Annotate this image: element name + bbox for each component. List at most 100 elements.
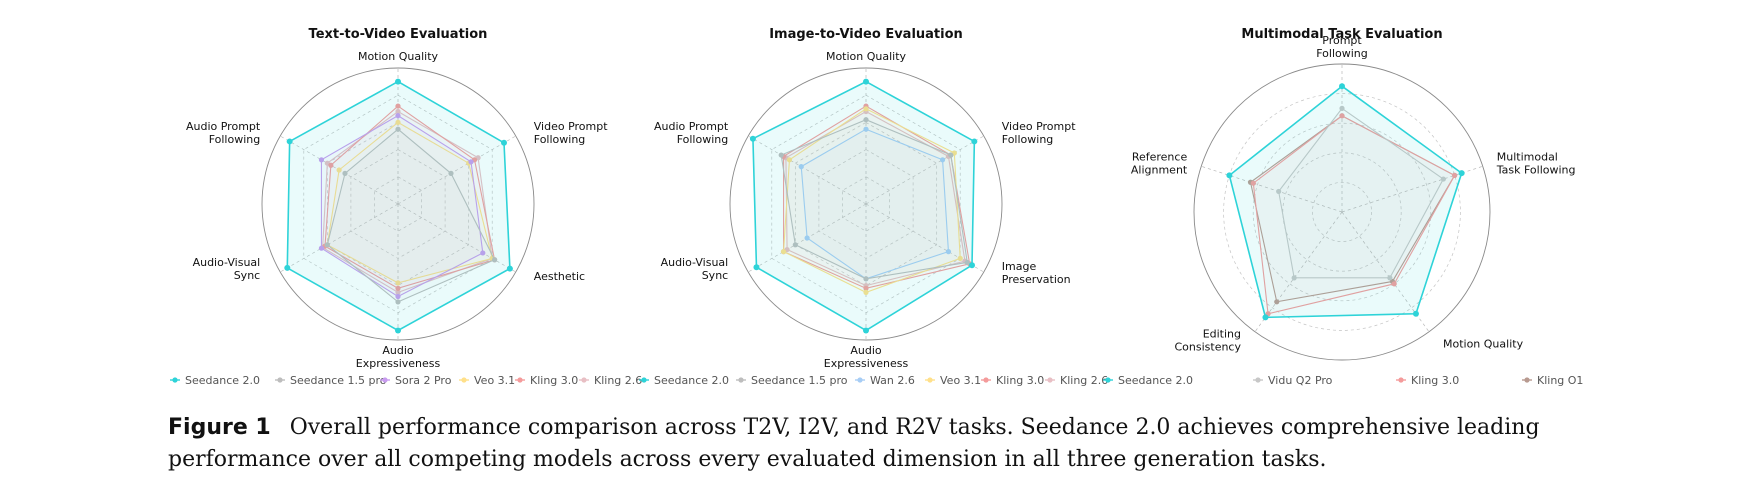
legend-label: Kling 2.6 bbox=[1060, 374, 1108, 387]
data-point bbox=[1391, 281, 1397, 287]
grid-spoke bbox=[865, 203, 984, 273]
series-seedance-2-0 bbox=[1226, 83, 1465, 321]
legend-label: Vidu Q2 Pro bbox=[1268, 374, 1333, 387]
legend-label: Seedance 2.0 bbox=[1118, 374, 1193, 387]
legend-item-kling-3-0: Kling 3.0 bbox=[515, 374, 578, 387]
data-point bbox=[1440, 176, 1446, 182]
legend-marker bbox=[1398, 377, 1404, 383]
legend-label: Seedance 1.5 pro bbox=[751, 374, 848, 387]
figure-caption: Figure 1 Overall performance comparison … bbox=[168, 412, 1588, 476]
data-point bbox=[1339, 105, 1345, 111]
radar-outer-circle bbox=[1193, 63, 1491, 361]
series-seedance-2-0 bbox=[284, 78, 513, 334]
data-point bbox=[395, 327, 401, 334]
data-point bbox=[778, 152, 784, 158]
chart-title: Image-to-Video Evaluation bbox=[769, 27, 963, 42]
legend-label: Seedance 1.5 pro bbox=[290, 374, 387, 387]
axis-label-multimodal-task-following: Multimodal Task Following bbox=[1496, 150, 1576, 176]
data-point bbox=[284, 264, 291, 271]
radar-outer-circle bbox=[729, 67, 1003, 341]
axis-label-reference-alignment: Reference Alignment bbox=[1131, 150, 1188, 176]
data-point bbox=[395, 119, 401, 125]
legend-marker bbox=[1524, 377, 1530, 383]
data-point bbox=[1274, 299, 1280, 305]
legend-marker bbox=[1105, 377, 1111, 383]
legend-item-kling-3-0: Kling 3.0 bbox=[1396, 374, 1459, 387]
legend-label: Kling 3.0 bbox=[996, 374, 1044, 387]
radar-chart-2: Image-to-Video Evaluation Motion Quality V… bbox=[639, 27, 1108, 387]
legend-marker bbox=[277, 377, 283, 383]
legend-label: Seedance 2.0 bbox=[185, 374, 260, 387]
data-point bbox=[749, 135, 756, 142]
data-point bbox=[501, 139, 508, 146]
legend-label: Kling 3.0 bbox=[1411, 374, 1459, 387]
legend: Seedance 2.0 Vidu Q2 Pro Kling 3.0 Kling O1 bbox=[1103, 374, 1583, 387]
data-point bbox=[1339, 83, 1345, 90]
legend-item-seedance-1-5-pro: Seedance 1.5 pro bbox=[736, 374, 848, 387]
legend-item-kling-2-6: Kling 2.6 bbox=[579, 374, 642, 387]
data-point bbox=[468, 159, 474, 165]
data-point bbox=[780, 249, 787, 255]
grid-spoke bbox=[1201, 165, 1343, 213]
data-point bbox=[863, 285, 869, 291]
data-point bbox=[448, 170, 454, 176]
data-point bbox=[863, 117, 869, 123]
series-sora-2-pro bbox=[318, 113, 486, 300]
grid-spoke bbox=[397, 203, 516, 273]
data-point bbox=[395, 285, 401, 291]
series-polygon bbox=[752, 80, 976, 332]
grid-spoke bbox=[397, 135, 516, 205]
axis-label-motion-quality: Motion Quality bbox=[1443, 338, 1524, 351]
series-seedance-2-0 bbox=[749, 78, 978, 334]
data-point bbox=[324, 242, 330, 248]
radar-grid bbox=[1201, 64, 1483, 332]
data-point bbox=[336, 167, 342, 173]
legend-item-veo-3-1: Veo 3.1 bbox=[459, 374, 515, 387]
axis-label-audio-visual-sync: Audio-Visual Sync bbox=[661, 256, 729, 282]
data-point bbox=[1412, 310, 1419, 317]
legend-marker bbox=[382, 377, 388, 383]
data-point bbox=[964, 259, 970, 266]
data-point bbox=[342, 170, 348, 176]
axis-label-audio-expressiveness: Audio Expressiveness bbox=[824, 344, 909, 370]
data-point bbox=[753, 264, 760, 271]
legend-marker bbox=[172, 377, 178, 383]
legend-item-vidu-q2-pro: Vidu Q2 Pro bbox=[1253, 374, 1333, 387]
data-point bbox=[491, 257, 498, 263]
axis-label-audio-visual-sync: Audio-Visual Sync bbox=[193, 256, 261, 282]
chart-title: Text-to-Video Evaluation bbox=[309, 27, 488, 42]
data-point bbox=[786, 157, 793, 163]
data-point bbox=[948, 152, 954, 158]
grid-spoke bbox=[280, 203, 399, 273]
series-vidu-q2-pro bbox=[1276, 105, 1446, 281]
data-point bbox=[395, 280, 401, 286]
legend-marker bbox=[461, 377, 467, 383]
series-polygon bbox=[286, 80, 511, 332]
grid-ring bbox=[1252, 122, 1432, 302]
legend-item-kling-2-6: Kling 2.6 bbox=[1045, 374, 1108, 387]
series-seedance-1-5-pro bbox=[778, 117, 970, 282]
legend-label: Veo 3.1 bbox=[940, 374, 981, 387]
legend-marker bbox=[1047, 377, 1053, 383]
data-point bbox=[863, 106, 869, 112]
data-point bbox=[957, 255, 963, 261]
data-point bbox=[1276, 188, 1282, 195]
grid-spoke bbox=[1341, 165, 1483, 213]
data-point bbox=[945, 249, 952, 255]
legend-label: Veo 3.1 bbox=[474, 374, 515, 387]
series-polygon bbox=[1228, 85, 1463, 319]
data-point bbox=[286, 138, 293, 145]
data-point bbox=[395, 103, 401, 109]
data-point bbox=[863, 327, 869, 334]
legend: Seedance 2.0 Seedance 1.5 pro Wan 2.6 Veo 3… bbox=[639, 374, 1108, 387]
legend-item-veo-3-1: Veo 3.1 bbox=[925, 374, 981, 387]
legend-label: Sora 2 Pro bbox=[395, 374, 452, 387]
caption-label: Figure 1 bbox=[168, 415, 271, 440]
data-point bbox=[863, 78, 869, 85]
data-point bbox=[1291, 275, 1297, 281]
grid-spoke bbox=[865, 135, 984, 205]
data-point bbox=[318, 157, 325, 163]
legend-marker bbox=[581, 377, 587, 383]
data-point bbox=[863, 289, 869, 295]
data-point bbox=[804, 235, 810, 241]
